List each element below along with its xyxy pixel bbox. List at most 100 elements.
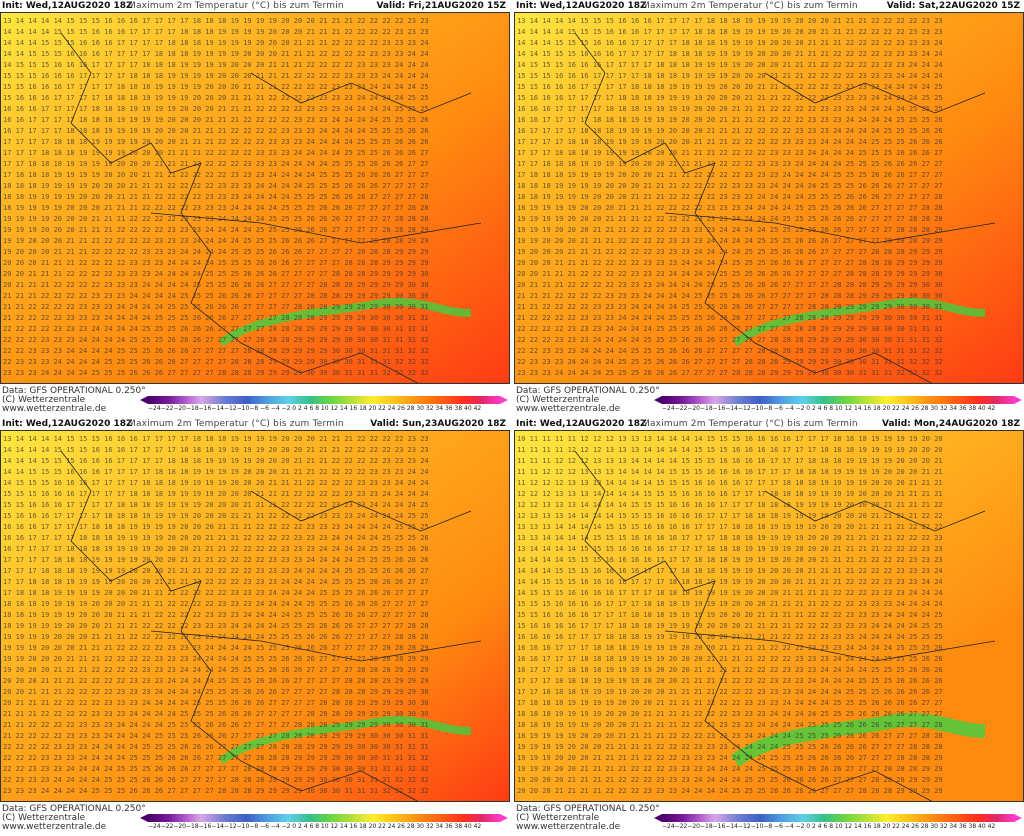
value-row: 19 20 20 20 21 21 21 22 22 22 22 23 23 2… (3, 248, 429, 256)
map-panel-2: Init: Wed,12AUG2020 18Z Maximum 2m Tempe… (514, 0, 1024, 418)
temperature-map: 10 11 11 11 11 12 12 12 13 13 13 14 14 1… (514, 430, 1024, 802)
value-row: 19 19 20 20 20 21 21 21 21 22 22 22 23 2… (517, 765, 943, 773)
value-row: 17 17 17 17 18 18 18 19 19 19 19 20 20 2… (3, 138, 429, 146)
temperature-field: 10 11 11 11 11 12 12 12 13 13 13 14 14 1… (515, 431, 1023, 801)
value-row: 12 12 13 13 13 14 14 14 14 15 15 15 16 1… (517, 501, 943, 509)
value-row: 14 14 14 15 15 15 16 16 16 17 17 17 17 1… (3, 457, 429, 465)
value-row: 22 22 22 23 23 23 24 24 24 24 25 25 25 2… (3, 754, 429, 762)
init-time: Init: Wed,12AUG2020 18Z (516, 1, 647, 11)
value-row: 17 18 18 18 19 19 19 19 20 20 20 21 21 2… (3, 589, 429, 597)
value-row: 23 23 23 24 24 24 24 25 25 25 26 26 26 2… (517, 369, 943, 377)
value-row: 16 16 17 17 17 18 18 18 19 19 19 19 20 2… (517, 655, 943, 663)
site-url[interactable]: www.wetterzentrale.de (516, 404, 621, 414)
temperature-map: 13 14 14 14 14 15 15 15 16 16 16 17 17 1… (0, 430, 510, 802)
value-row: 15 16 16 16 17 17 17 17 18 18 18 19 19 1… (3, 94, 429, 102)
legend-low-arrow (140, 814, 148, 822)
value-row: 21 22 22 22 22 23 23 23 24 24 24 24 25 2… (3, 314, 429, 322)
value-row: 18 18 18 19 19 19 19 20 20 20 21 21 21 2… (3, 182, 429, 190)
value-row: 17 17 17 18 18 18 19 19 19 19 20 20 20 2… (3, 149, 429, 157)
value-row: 19 19 19 20 20 20 21 21 21 22 22 22 22 2… (3, 644, 429, 652)
value-row: 16 17 17 17 17 18 18 18 19 19 19 19 20 2… (3, 545, 429, 553)
value-row: 19 19 19 20 20 20 21 21 21 21 22 22 22 2… (517, 754, 943, 762)
legend-high-arrow (500, 814, 508, 822)
value-row: 17 17 17 18 18 18 19 19 19 19 20 20 20 2… (3, 567, 429, 575)
value-row: 16 16 17 17 17 17 18 18 18 19 19 19 19 2… (517, 116, 943, 124)
map-title: Maximum 2m Temperatur (°C) bis zum Termi… (642, 419, 858, 429)
value-row: 14 15 15 15 16 16 16 17 17 17 17 18 18 1… (3, 61, 429, 69)
valid-time: Valid: Sat,22AUG2020 15Z (886, 1, 1020, 11)
data-source: Data: GFS OPERATIONAL 0.250° (516, 386, 660, 396)
value-row: 14 14 15 15 15 16 16 16 17 17 17 17 18 1… (517, 50, 943, 58)
value-row: 14 14 14 14 15 15 15 16 16 16 17 17 17 1… (3, 446, 429, 454)
panel-header: Init: Wed,12AUG2020 18Z Maximum 2m Tempe… (0, 418, 510, 430)
value-row: 12 12 12 13 13 13 14 14 14 14 15 15 15 1… (517, 490, 943, 498)
value-row: 13 14 14 14 14 15 15 15 16 16 16 16 17 1… (517, 545, 943, 553)
value-row: 14 14 15 15 15 16 16 16 17 17 17 17 18 1… (3, 50, 429, 58)
legend-ticks: −24−22−20−18−16−14−12−10−8 −6 −4 −2 0 2 … (662, 823, 996, 830)
panel-header: Init: Wed,12AUG2020 18Z Maximum 2m Tempe… (514, 418, 1024, 430)
value-row: 19 19 19 19 20 20 20 21 21 21 21 22 22 2… (517, 743, 943, 751)
legend-ticks: −24−22−20−18−16−14−12−10−8 −6 −4 −2 0 2 … (662, 405, 996, 412)
value-row: 14 14 14 14 15 15 15 16 16 16 17 17 17 1… (3, 28, 429, 36)
alpine-cool-band (218, 716, 472, 765)
panel-footer: Data: GFS OPERATIONAL 0.250° (C) Wetterz… (514, 804, 1024, 836)
value-row: 20 20 20 21 21 21 22 22 22 22 23 23 23 2… (3, 677, 429, 685)
value-row: 18 18 18 19 19 19 19 20 20 20 21 21 21 2… (517, 710, 943, 718)
alpine-cool-band (218, 298, 472, 347)
value-row: 23 23 23 24 24 24 24 25 25 25 26 26 26 2… (3, 787, 429, 795)
init-time: Init: Wed,12AUG2020 18Z (2, 419, 133, 429)
value-row: 21 21 22 22 22 22 23 23 23 24 24 24 24 2… (3, 721, 429, 729)
color-legend: −24−22−20−18−16−14−12−10−8 −6 −4 −2 0 2 … (140, 814, 508, 834)
value-row: 22 23 23 23 24 24 24 24 25 25 25 26 26 2… (3, 776, 429, 784)
value-row: 20 20 20 21 21 21 22 22 22 22 23 23 23 2… (517, 259, 943, 267)
value-row: 22 22 22 23 23 23 24 24 24 24 25 25 25 2… (3, 336, 429, 344)
value-row: 19 20 20 20 21 21 21 21 22 22 22 23 23 2… (517, 776, 943, 784)
map-panel-4: Init: Wed,12AUG2020 18Z Maximum 2m Tempe… (514, 418, 1024, 836)
copyright: (C) Wetterzentrale (516, 813, 600, 823)
map-title: Maximum 2m Temperatur (°C) bis zum Termi… (128, 1, 344, 11)
data-source: Data: GFS OPERATIONAL 0.250° (516, 804, 660, 814)
site-url[interactable]: www.wetterzentrale.de (2, 404, 107, 414)
legend-low-arrow (654, 396, 662, 404)
borders (574, 32, 996, 383)
value-row: 18 18 19 19 19 19 20 20 20 21 21 21 22 2… (3, 611, 429, 619)
value-row: 17 18 18 18 19 19 19 19 20 20 20 21 21 2… (517, 171, 943, 179)
value-row: 20 21 21 21 22 22 22 22 23 23 23 24 24 2… (3, 281, 429, 289)
value-row: 22 22 23 23 23 24 24 24 24 25 25 25 26 2… (3, 347, 429, 355)
value-row: 19 19 19 20 20 20 21 21 21 22 22 22 22 2… (3, 226, 429, 234)
value-row: 20 20 20 21 21 21 22 22 22 22 23 23 23 2… (3, 259, 429, 267)
value-row: 14 14 15 15 15 16 16 16 16 17 17 17 18 1… (517, 578, 943, 586)
site-url[interactable]: www.wetterzentrale.de (2, 822, 107, 832)
value-row: 17 17 17 18 18 18 19 19 19 19 20 20 20 2… (517, 677, 943, 685)
site-url[interactable]: www.wetterzentrale.de (516, 822, 621, 832)
field-background (1, 13, 509, 383)
value-row: 22 22 22 22 23 23 23 24 24 24 24 25 25 2… (517, 325, 943, 333)
value-row: 22 22 23 23 23 24 24 24 24 25 25 25 26 2… (517, 347, 943, 355)
value-row: 17 17 18 18 18 19 19 19 19 20 20 20 21 2… (517, 160, 943, 168)
panel-header: Init: Wed,12AUG2020 18Z Maximum 2m Tempe… (0, 0, 510, 12)
value-row: 20 21 21 21 22 22 22 22 23 23 23 24 24 2… (517, 281, 943, 289)
value-row: 19 19 19 20 20 20 21 21 21 22 22 22 22 2… (517, 226, 943, 234)
value-row: 15 15 15 16 16 16 17 17 17 17 18 18 18 1… (517, 72, 943, 80)
value-row: 10 11 11 11 11 12 12 12 13 13 13 14 14 1… (517, 435, 943, 443)
value-row: 22 23 23 23 24 24 24 24 25 25 25 26 26 2… (3, 358, 429, 366)
value-row: 18 18 19 19 19 19 20 20 20 21 21 21 22 2… (517, 193, 943, 201)
value-row: 13 14 14 14 14 15 15 15 16 16 16 17 17 1… (3, 435, 429, 443)
value-row: 16 16 16 17 17 17 17 18 18 18 19 19 19 1… (517, 105, 943, 113)
panel-header: Init: Wed,12AUG2020 18Z Maximum 2m Tempe… (514, 0, 1024, 12)
value-row: 20 20 21 21 21 22 22 22 22 23 23 23 24 2… (3, 270, 429, 278)
color-legend: −24−22−20−18−16−14−12−10−8 −6 −4 −2 0 2 … (654, 814, 1022, 834)
value-row: 19 19 20 20 20 21 21 21 22 22 22 22 23 2… (3, 655, 429, 663)
value-row: 14 15 15 15 16 16 16 16 17 17 17 18 18 1… (517, 589, 943, 597)
value-row: 12 13 13 13 14 14 14 14 15 15 15 16 16 1… (517, 512, 943, 520)
panel-footer: Data: GFS OPERATIONAL 0.250° (C) Wetterz… (0, 386, 510, 418)
value-row: 13 14 14 14 14 15 15 15 16 16 16 17 17 1… (517, 17, 943, 25)
valid-time: Valid: Fri,21AUG2020 15Z (376, 1, 506, 11)
copyright: (C) Wetterzentrale (2, 395, 86, 405)
init-time: Init: Wed,12AUG2020 18Z (516, 419, 647, 429)
map-title: Maximum 2m Temperatur (°C) bis zum Termi… (128, 419, 344, 429)
value-row: 18 18 19 19 19 19 20 20 20 21 21 21 21 2… (517, 721, 943, 729)
value-row: 16 17 17 17 17 18 18 18 19 19 19 19 20 2… (3, 127, 429, 135)
value-row: 11 12 12 12 13 13 13 14 14 14 14 15 15 1… (517, 479, 943, 487)
legend-high-arrow (500, 396, 508, 404)
